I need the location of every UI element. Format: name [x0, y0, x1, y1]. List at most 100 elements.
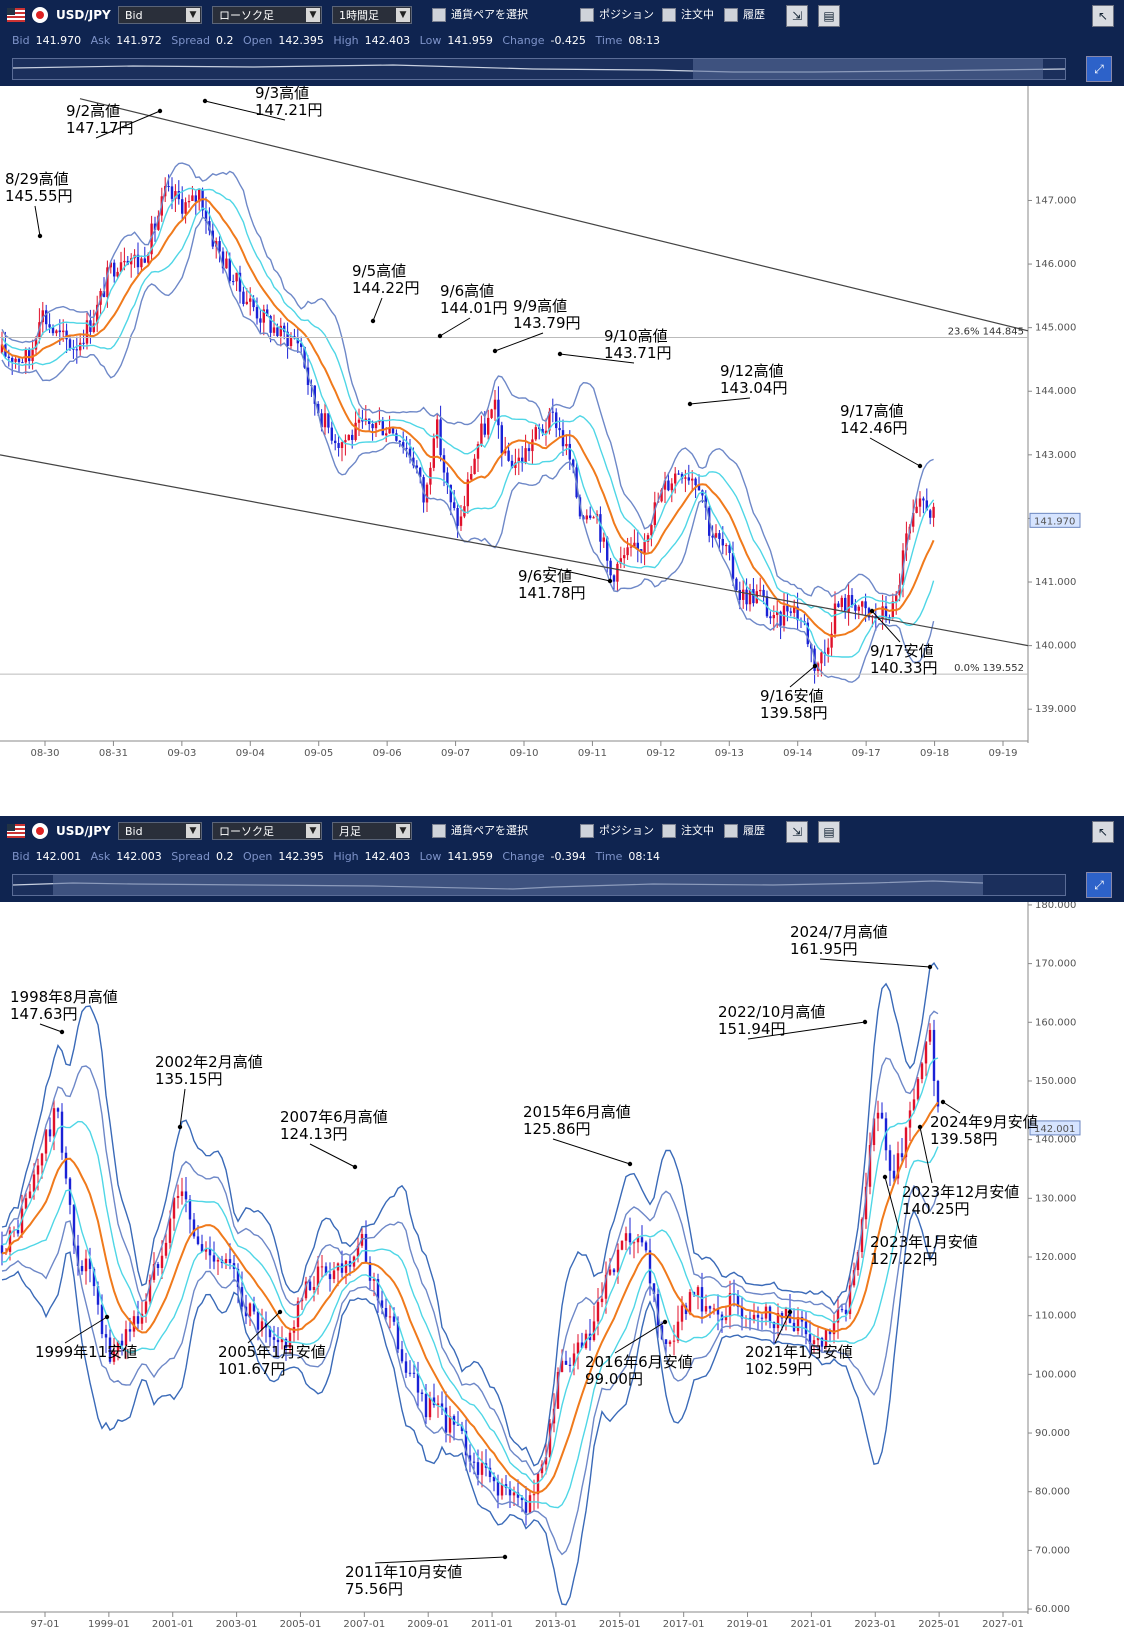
candle-body: [888, 617, 891, 619]
annotation-arrowhead: [882, 1174, 888, 1180]
annotation-arrow: [774, 1311, 791, 1344]
candle-body: [572, 1353, 576, 1366]
candle-body: [236, 1268, 240, 1288]
chart-type-select[interactable]: ローソク足 ▼: [212, 822, 322, 840]
annotation-arrow: [884, 1176, 901, 1234]
interval-select[interactable]: 月足 ▼: [332, 822, 412, 840]
interval-select[interactable]: 1時間足 ▼: [332, 6, 412, 24]
orders-checkbox[interactable]: [662, 8, 676, 22]
navigator-zoom-icon[interactable]: ⤢: [1086, 56, 1112, 82]
position-checkbox[interactable]: [580, 824, 594, 838]
pair-select-button[interactable]: 通貨ペアを選択: [432, 822, 528, 840]
candle-body: [172, 1197, 176, 1219]
candle-body: [16, 1229, 20, 1234]
orders-checkbox[interactable]: [662, 824, 676, 838]
annotation-label: 2024/7月高値: [790, 923, 888, 941]
candle-body: [62, 330, 65, 333]
candle-body: [600, 1298, 604, 1303]
candle-body: [664, 1339, 668, 1344]
candle-body: [368, 1262, 372, 1281]
candle-body: [490, 409, 493, 418]
candle-body: [892, 1170, 896, 1179]
history-toggle[interactable]: 履歴: [724, 6, 765, 24]
navigator-scrollbar[interactable]: [12, 58, 1066, 80]
candle-body: [572, 459, 575, 468]
candle-body: [11, 357, 14, 362]
candle-body: [534, 427, 537, 440]
navigator-scrollbar[interactable]: [12, 874, 1066, 896]
candle-body: [48, 324, 51, 328]
candle-body: [436, 419, 439, 439]
candle-body: [473, 458, 476, 475]
collapse-icon[interactable]: ↖: [1092, 821, 1114, 843]
candle-body: [895, 595, 898, 602]
candle-body: [320, 413, 323, 428]
annotation-arrow: [374, 1556, 506, 1564]
annotation-label: 2023年12月安値: [902, 1183, 1019, 1201]
chart-type-select[interactable]: ローソク足 ▼: [212, 6, 322, 24]
chart-settings-icon[interactable]: ⇲: [786, 821, 808, 843]
time-value: 08:14: [628, 850, 661, 863]
price-type-select[interactable]: Bid ▼: [118, 6, 202, 24]
candle-body: [876, 1112, 880, 1119]
chart-settings-icon[interactable]: ⇲: [786, 5, 808, 27]
candle-body: [132, 1316, 136, 1332]
candle-body: [493, 399, 497, 410]
candle-body: [92, 1268, 96, 1287]
position-toggle[interactable]: ポジション: [580, 6, 654, 24]
candle-body: [147, 254, 150, 263]
candle-body: [123, 260, 126, 263]
history-checkbox[interactable]: [724, 824, 738, 838]
candle-body: [371, 423, 374, 429]
annotation-value: 142.46円: [840, 419, 908, 437]
annotation-label: 1998年8月高値: [10, 988, 118, 1006]
candle-body: [432, 438, 435, 468]
annotation-label: 2002年2月高値: [155, 1053, 263, 1071]
x-tick-label: 09-03: [167, 748, 196, 759]
candle-body: [558, 428, 561, 431]
pair-select-checkbox[interactable]: [432, 824, 446, 838]
navigator-zoom-icon[interactable]: ⤢: [1086, 872, 1112, 898]
annotation-value: 145.55円: [5, 187, 73, 205]
collapse-icon[interactable]: ↖: [1092, 5, 1114, 27]
window-icon[interactable]: ▤: [818, 5, 840, 27]
y-tick-label: 147.000: [1035, 195, 1076, 206]
change-value: -0.394: [550, 850, 586, 863]
candle-body: [368, 418, 371, 424]
open-label: Open: [242, 34, 273, 47]
candle-body: [667, 480, 670, 491]
candle-body: [847, 595, 850, 613]
annotation-value: 135.15円: [155, 1070, 223, 1088]
navigator-handle[interactable]: [693, 59, 1043, 79]
candle-body: [674, 473, 677, 484]
candle-body: [143, 258, 146, 263]
pair-select-checkbox[interactable]: [432, 8, 446, 22]
pair-label[interactable]: USD/JPY: [56, 8, 111, 22]
hourly-candlestick-chart: 139.000140.000141.000142.000143.000144.0…: [0, 86, 1081, 759]
bollinger-upper-1sd: [1, 1057, 939, 1485]
candle-body: [548, 411, 551, 431]
position-toggle[interactable]: ポジション: [580, 822, 654, 840]
candle-body: [633, 542, 636, 547]
moving-average-line: [1, 198, 935, 638]
annotation-value: 99.00円: [585, 1370, 643, 1388]
candle-body: [687, 477, 690, 481]
history-toggle[interactable]: 履歴: [724, 822, 765, 840]
candle-body: [104, 1334, 108, 1338]
annotation-label: 2005年1月安値: [218, 1343, 326, 1361]
candle-body: [524, 1500, 528, 1513]
window-icon[interactable]: ▤: [818, 821, 840, 843]
pair-label[interactable]: USD/JPY: [56, 824, 111, 838]
candle-body: [120, 1340, 124, 1346]
pair-select-button[interactable]: 通貨ペアを選択: [432, 6, 528, 24]
history-checkbox[interactable]: [724, 8, 738, 22]
candle-body: [544, 1457, 548, 1465]
position-checkbox[interactable]: [580, 8, 594, 22]
price-type-select[interactable]: Bid ▼: [118, 822, 202, 840]
orders-toggle[interactable]: 注文中: [662, 822, 714, 840]
candle-body: [191, 195, 194, 201]
orders-toggle[interactable]: 注文中: [662, 6, 714, 24]
candle-body: [524, 448, 527, 464]
candle-body: [589, 515, 592, 518]
navigator-handle[interactable]: [53, 875, 983, 895]
